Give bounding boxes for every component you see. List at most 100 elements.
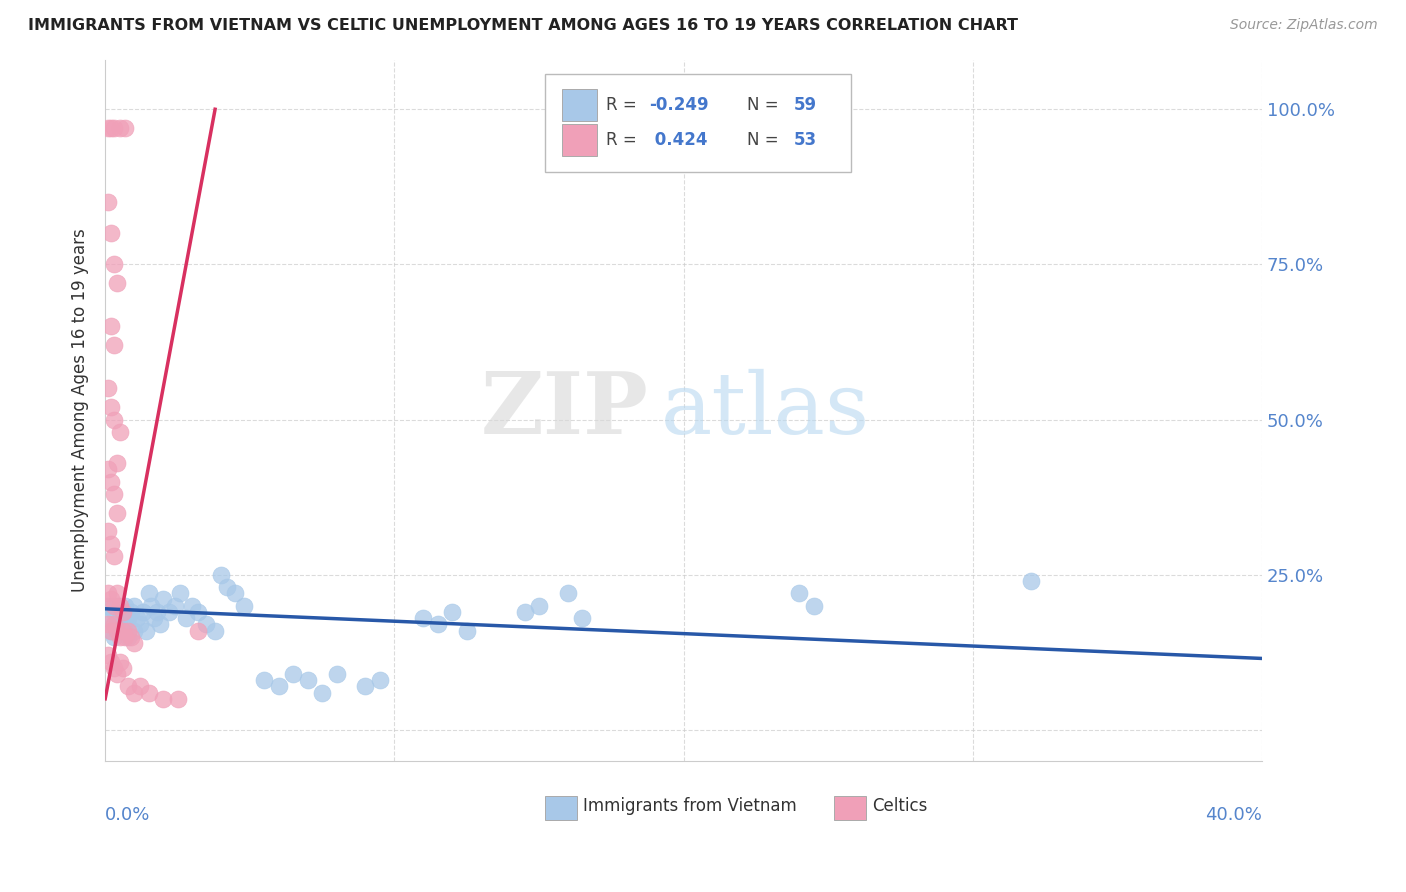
Point — [105, 506, 128, 520]
Point — [103, 630, 125, 644]
Point — [152, 691, 174, 706]
Point — [141, 599, 163, 613]
Point — [97, 524, 120, 539]
Point — [105, 276, 128, 290]
Point — [103, 661, 125, 675]
Point — [97, 462, 120, 476]
Point — [103, 412, 125, 426]
Point — [143, 611, 166, 625]
Point — [111, 605, 134, 619]
Point — [103, 120, 125, 135]
Point — [157, 605, 180, 619]
Point — [456, 624, 478, 638]
Point — [787, 586, 810, 600]
Point — [103, 338, 125, 352]
Point — [187, 605, 209, 619]
Point — [100, 227, 122, 241]
Point — [120, 630, 142, 644]
Point — [181, 599, 204, 613]
Point — [103, 549, 125, 563]
Point — [103, 605, 125, 619]
Text: ZIP: ZIP — [481, 368, 648, 452]
Point — [426, 617, 449, 632]
Point — [108, 611, 131, 625]
Point — [100, 624, 122, 638]
Point — [129, 617, 152, 632]
Text: 0.424: 0.424 — [648, 131, 707, 149]
Point — [114, 624, 136, 638]
Text: N =: N = — [747, 96, 785, 114]
Text: -0.249: -0.249 — [648, 96, 709, 114]
Point — [527, 599, 550, 613]
FancyBboxPatch shape — [544, 796, 576, 821]
Point — [108, 599, 131, 613]
Point — [122, 636, 145, 650]
Point — [132, 605, 155, 619]
Point — [100, 624, 122, 638]
Point — [195, 617, 218, 632]
Point — [325, 667, 347, 681]
Point — [114, 630, 136, 644]
Text: 53: 53 — [793, 131, 817, 149]
Point — [152, 592, 174, 607]
Point — [97, 120, 120, 135]
Point — [105, 456, 128, 470]
Text: 0.0%: 0.0% — [105, 806, 150, 824]
Point — [354, 679, 377, 693]
Point — [441, 605, 464, 619]
Point — [97, 648, 120, 663]
Point — [103, 617, 125, 632]
Point — [108, 120, 131, 135]
Point — [368, 673, 391, 688]
Point — [163, 599, 186, 613]
Point — [267, 679, 290, 693]
Point — [108, 425, 131, 439]
Point — [105, 667, 128, 681]
Point — [100, 611, 122, 625]
Text: R =: R = — [606, 96, 643, 114]
Point — [224, 586, 246, 600]
Text: atlas: atlas — [661, 368, 869, 452]
Point — [117, 611, 139, 625]
Point — [117, 630, 139, 644]
Text: R =: R = — [606, 131, 643, 149]
Point — [103, 487, 125, 501]
Point — [111, 617, 134, 632]
Point — [557, 586, 579, 600]
Point — [97, 599, 120, 613]
Point — [103, 599, 125, 613]
Point — [108, 655, 131, 669]
Point — [111, 605, 134, 619]
Text: Source: ZipAtlas.com: Source: ZipAtlas.com — [1230, 18, 1378, 32]
Y-axis label: Unemployment Among Ages 16 to 19 years: Unemployment Among Ages 16 to 19 years — [72, 228, 89, 592]
Text: 40.0%: 40.0% — [1205, 806, 1263, 824]
Point — [135, 624, 157, 638]
Point — [114, 120, 136, 135]
Point — [129, 679, 152, 693]
Point — [111, 624, 134, 638]
Point — [311, 685, 333, 699]
Point — [117, 624, 139, 638]
Point — [97, 586, 120, 600]
Point — [117, 679, 139, 693]
Point — [412, 611, 434, 625]
Point — [125, 611, 148, 625]
Point — [233, 599, 256, 613]
Point — [111, 661, 134, 675]
Point — [108, 630, 131, 644]
Point — [100, 592, 122, 607]
Point — [283, 667, 305, 681]
Point — [169, 586, 191, 600]
Point — [187, 624, 209, 638]
FancyBboxPatch shape — [562, 125, 596, 156]
Point — [215, 580, 238, 594]
Point — [108, 624, 131, 638]
Point — [105, 586, 128, 600]
Point — [803, 599, 825, 613]
FancyBboxPatch shape — [834, 796, 866, 821]
Text: Celtics: Celtics — [872, 797, 928, 815]
Text: N =: N = — [747, 131, 785, 149]
Point — [105, 617, 128, 632]
Point — [174, 611, 197, 625]
Point — [166, 691, 188, 706]
